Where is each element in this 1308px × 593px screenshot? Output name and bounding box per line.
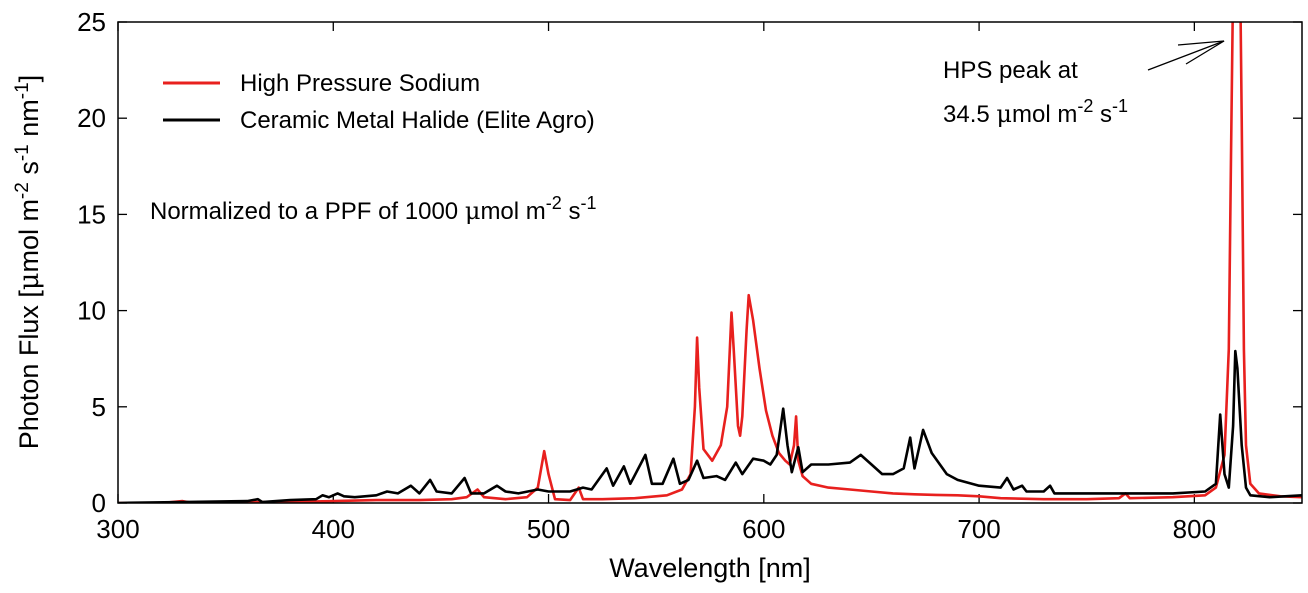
- series-layer: [118, 22, 1302, 503]
- y-tick-label: 20: [77, 103, 106, 133]
- hps-peak-label-line1: HPS peak at: [943, 57, 1078, 84]
- x-tick-label: 300: [96, 514, 139, 544]
- series-line-hps: [118, 22, 1302, 503]
- legend: High Pressure Sodium Ceramic Metal Halid…: [163, 70, 595, 134]
- x-axis-title: Wavelength [nm]: [609, 553, 811, 583]
- y-tick-label: 0: [92, 488, 106, 518]
- hps-peak-arrowhead: [1177, 40, 1225, 65]
- legend-label-hps: High Pressure Sodium: [240, 70, 480, 97]
- x-tick-label: 700: [957, 514, 1000, 544]
- plot-frame: [117, 21, 1303, 504]
- hps-peak-label-line2: 34.5 μmol m-2 s-1: [943, 96, 1128, 128]
- series-line-cmh: [118, 349, 1302, 503]
- hps-peak-arrow: [1147, 40, 1225, 71]
- y-tick-label: 25: [77, 7, 106, 37]
- normalization-note: Normalized to a PPF of 1000 μmol m-2 s-1: [150, 193, 596, 225]
- x-tick-label: 800: [1173, 514, 1216, 544]
- hps-peak-annotation: HPS peak at 34.5 μmol m-2 s-1: [943, 40, 1225, 128]
- y-tick-label: 5: [92, 392, 106, 422]
- y-tick-label: 10: [77, 296, 106, 326]
- x-tick-label: 600: [742, 514, 785, 544]
- tick-layer: 300 400 500 600 700 800 0 5 10 15 20 25: [77, 7, 1302, 544]
- x-tick-label: 500: [527, 514, 570, 544]
- y-axis-title: Photon Flux [μmol m-2 s-1 nm-1]: [12, 75, 45, 449]
- y-tick-label: 15: [77, 199, 106, 229]
- legend-label-cmh: Ceramic Metal Halide (Elite Agro): [240, 107, 595, 134]
- x-tick-label: 400: [312, 514, 355, 544]
